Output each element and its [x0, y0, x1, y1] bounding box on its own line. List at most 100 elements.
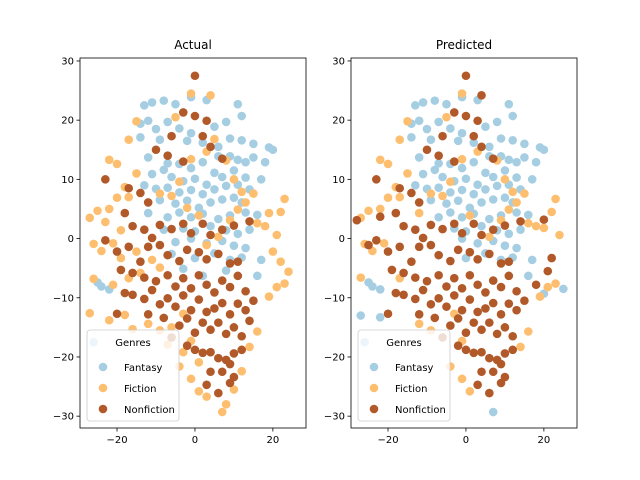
data-point [206, 91, 215, 100]
data-point [155, 135, 165, 144]
data-point [163, 183, 172, 192]
data-point [469, 138, 479, 147]
data-point [375, 285, 385, 294]
legend-marker [98, 404, 108, 414]
data-point [147, 233, 157, 243]
legend-marker [369, 404, 379, 414]
data-point [414, 319, 424, 329]
data-point [477, 198, 486, 207]
data-point [500, 349, 510, 358]
data-point [202, 116, 211, 126]
data-point [504, 299, 514, 308]
data-point [190, 345, 200, 355]
data-point [249, 139, 258, 149]
data-point [217, 276, 227, 285]
data-point [206, 325, 215, 335]
data-point [496, 310, 506, 319]
data-point [547, 253, 556, 263]
data-point [249, 153, 258, 162]
data-point [469, 189, 479, 199]
data-point [252, 210, 262, 220]
data-point [245, 217, 254, 226]
data-point [442, 99, 451, 109]
data-point [237, 366, 247, 376]
data-point [104, 204, 114, 214]
data-point [206, 367, 215, 377]
data-point [481, 304, 490, 313]
data-point [434, 183, 443, 192]
data-point [151, 276, 161, 286]
data-point [434, 270, 443, 280]
data-point [229, 349, 239, 358]
data-point [124, 242, 134, 252]
data-point [438, 131, 447, 141]
data-point [175, 177, 184, 187]
y-tick-label: −10 [324, 293, 345, 304]
data-point [151, 124, 161, 134]
data-point [508, 135, 518, 145]
data-point [245, 316, 254, 326]
data-point [101, 175, 110, 184]
data-point [407, 133, 416, 142]
data-point [383, 159, 393, 169]
data-point [446, 208, 455, 217]
data-point [108, 280, 118, 290]
data-point [418, 98, 428, 107]
data-point [461, 111, 471, 121]
data-point [372, 175, 381, 184]
data-point [124, 135, 134, 144]
data-point [465, 211, 475, 220]
data-point [143, 310, 153, 319]
data-point [206, 198, 215, 207]
data-point [194, 247, 204, 257]
data-point [85, 308, 95, 318]
data-point [229, 372, 239, 382]
data-point [422, 276, 432, 286]
data-point [461, 71, 471, 81]
data-point [167, 172, 176, 182]
data-point [214, 214, 223, 224]
data-point [430, 313, 440, 323]
data-point [85, 213, 95, 223]
data-point [206, 347, 215, 357]
data-point [225, 282, 235, 292]
data-point [399, 290, 408, 300]
data-point [214, 249, 223, 259]
data-point [410, 273, 420, 282]
data-point [364, 240, 373, 250]
data-point [485, 232, 494, 242]
data-point [171, 112, 180, 122]
data-point [523, 271, 533, 281]
data-point [241, 243, 250, 253]
data-point [202, 180, 211, 189]
data-point [461, 345, 471, 355]
data-point [516, 217, 525, 226]
data-point [241, 286, 250, 296]
data-point [488, 276, 498, 285]
data-point [276, 257, 285, 266]
data-point [485, 388, 494, 398]
x-tick-label: 20 [267, 435, 280, 446]
data-point [186, 283, 196, 293]
data-point [473, 180, 482, 189]
data-point [508, 111, 518, 121]
data-point [155, 220, 165, 230]
data-point [465, 247, 475, 257]
data-point [217, 367, 227, 377]
data-point [453, 196, 463, 205]
data-point [249, 189, 258, 198]
data-point [229, 166, 239, 175]
legend-box [357, 329, 451, 422]
data-point [190, 174, 200, 184]
data-point [488, 172, 498, 182]
data-point [120, 208, 130, 218]
data-point [414, 208, 424, 218]
data-point [175, 321, 184, 330]
data-point [504, 229, 514, 239]
data-point [175, 256, 184, 266]
data-point [559, 284, 568, 294]
data-point [178, 291, 188, 300]
data-point [469, 219, 479, 229]
data-point [539, 223, 549, 233]
data-point [375, 155, 385, 165]
